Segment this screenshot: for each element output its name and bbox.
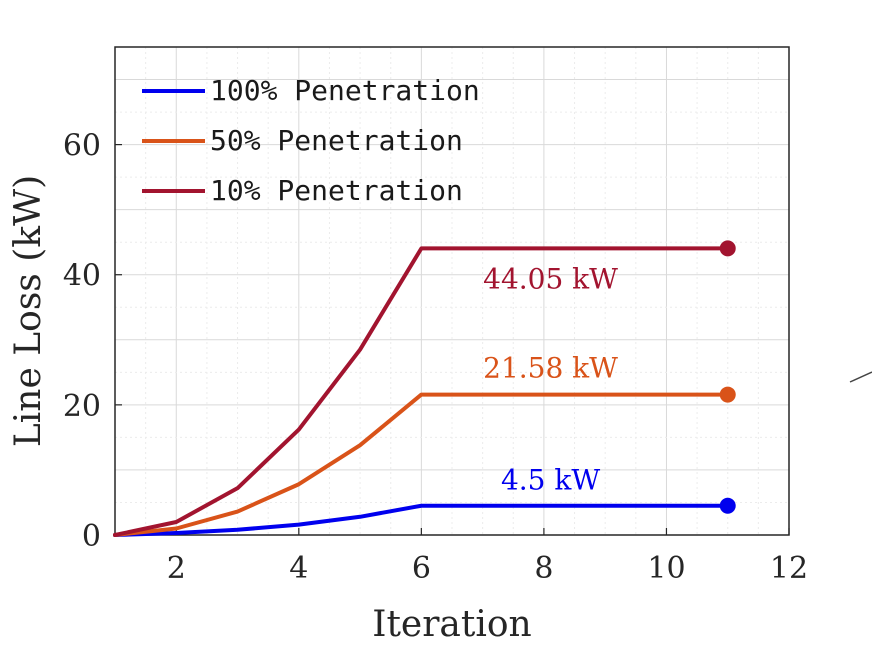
plot-area <box>114 46 790 536</box>
series-endpoint-marker <box>719 240 736 257</box>
x-tick-label: 12 <box>770 551 808 586</box>
series-annotation: 44.05 kW <box>483 262 618 295</box>
series-annotation: 21.58 kW <box>483 352 618 385</box>
x-tick-label: 6 <box>412 551 431 586</box>
y-tick-label: 0 <box>82 519 101 554</box>
annotations: 4.5 kW 21.58 kW 44.05 kW <box>483 262 618 496</box>
y-tick-label: 40 <box>63 259 101 294</box>
series-annotation: 4.5 kW <box>501 464 600 497</box>
legend: 100% Penetration 50% Penetration 10% Penet… <box>142 74 480 207</box>
x-tick-label: 2 <box>167 551 186 586</box>
y-axis-title: Line Loss (kW) <box>8 175 49 447</box>
axis-ticks: 2 4 6 8 10 12 0 20 40 60 <box>63 129 808 586</box>
series-endpoint-marker <box>719 497 736 514</box>
series-line-3 <box>113 246 730 537</box>
series-line-1 <box>113 503 730 537</box>
series-line-2 <box>113 392 730 537</box>
legend-label: 50% Penetration <box>210 124 463 157</box>
y-tick-label: 20 <box>63 389 101 424</box>
legend-label: 100% Penetration <box>210 74 480 107</box>
x-axis-title: Iteration <box>372 604 532 645</box>
stray-mark <box>849 371 872 383</box>
series-endpoint-marker <box>719 386 736 403</box>
grid <box>114 46 790 536</box>
legend-label: 10% Penetration <box>210 174 463 207</box>
x-tick-label: 10 <box>647 551 685 586</box>
series-lines <box>113 240 736 537</box>
y-tick-label: 60 <box>63 129 101 164</box>
x-tick-label: 4 <box>289 551 308 586</box>
x-tick-label: 8 <box>534 551 553 586</box>
